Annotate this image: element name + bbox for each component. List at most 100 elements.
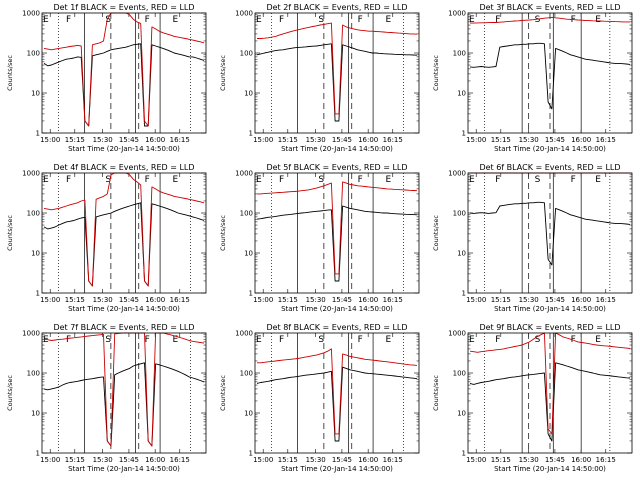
x-tick-label: 16:00: [358, 456, 378, 464]
x-tick-label: 15:00: [253, 296, 273, 304]
y-tick-label: 100: [27, 50, 40, 58]
plot-title: Det 4f BLACK = Events, RED = LLD: [53, 163, 194, 172]
y-tick-label: 1000: [22, 330, 40, 338]
detector-plot-2: Det 2f BLACK = Events, RED = LLD Counts/s…: [219, 3, 420, 153]
y-axis-label: Counts/sec: [219, 375, 227, 411]
region-label: E: [595, 335, 601, 345]
x-tick-label: 16:15: [383, 296, 403, 304]
series-line-lld: [43, 332, 205, 447]
x-tick-label: 15:15: [491, 456, 511, 464]
series-line-events: [43, 362, 205, 447]
series-line-events: [43, 202, 205, 287]
region-label: F: [279, 335, 284, 345]
y-tick-label: 1: [36, 450, 40, 458]
region-label: F: [495, 15, 500, 25]
x-tick-label: 15:45: [545, 296, 565, 304]
series-line-events: [256, 205, 418, 282]
y-tick-label: 100: [453, 50, 466, 58]
plot-frame: [41, 172, 207, 294]
x-tick-label: 15:00: [40, 456, 60, 464]
region-label: F: [145, 15, 150, 25]
detector-plot-1: Det 1f BLACK = Events, RED = LLD Counts/s…: [6, 3, 207, 153]
y-axis-label: Counts/sec: [432, 55, 440, 91]
x-axis-label: Start Time (20-Jan-14 14:50:00): [68, 465, 180, 473]
y-axis-label: Counts/sec: [6, 375, 14, 411]
x-tick-label: 16:15: [170, 456, 190, 464]
region-label: E: [469, 15, 475, 25]
y-tick-label: 10: [457, 90, 466, 98]
x-tick-label: 16:00: [145, 456, 165, 464]
y-tick-label: 1: [249, 290, 253, 298]
x-tick-label: 16:00: [145, 136, 165, 144]
y-tick-label: 1000: [448, 330, 466, 338]
series-line-events: [256, 366, 418, 442]
y-axis-label: Counts/sec: [6, 55, 14, 91]
y-tick-label: 100: [240, 210, 253, 218]
region-label: E: [386, 15, 392, 25]
region-label: F: [358, 335, 363, 345]
detector-plot-6: Det 6f BLACK = Events, RED = LLD Counts/s…: [432, 163, 633, 313]
region-label: E: [256, 175, 262, 185]
detector-plot-9: Det 9f BLACK = Events, RED = LLD Counts/s…: [432, 323, 633, 473]
region-label: E: [595, 15, 601, 25]
y-tick-label: 10: [457, 250, 466, 258]
x-axis-label: Start Time (20-Jan-14 14:50:00): [281, 465, 393, 473]
x-tick-label: 15:00: [466, 296, 486, 304]
region-label: E: [43, 335, 49, 345]
region-label: S: [535, 15, 541, 25]
x-tick-label: 15:15: [65, 456, 85, 464]
x-tick-label: 15:15: [491, 136, 511, 144]
plot-title: Det 7f BLACK = Events, RED = LLD: [53, 323, 194, 332]
y-tick-label: 1000: [235, 10, 253, 18]
series-line-lld: [257, 348, 418, 435]
region-label: S: [105, 15, 111, 25]
x-tick-label: 15:00: [253, 456, 273, 464]
series-line-lld: [257, 22, 418, 115]
x-tick-label: 15:00: [253, 136, 273, 144]
y-tick-label: 100: [240, 370, 253, 378]
x-tick-label: 15:45: [545, 456, 565, 464]
x-tick-label: 16:15: [383, 456, 403, 464]
series-line-lld: [257, 181, 418, 275]
x-tick-label: 15:30: [306, 296, 326, 304]
x-axis-label: Start Time (20-Jan-14 14:50:00): [281, 145, 393, 153]
x-tick-label: 15:30: [93, 136, 113, 144]
series-line-events: [469, 201, 631, 266]
x-tick-label: 15:00: [466, 136, 486, 144]
plot-frame: [41, 12, 207, 134]
region-label: S: [318, 175, 324, 185]
x-tick-label: 15:15: [278, 136, 298, 144]
y-axis-label: Counts/sec: [6, 215, 14, 251]
y-tick-label: 1: [36, 290, 40, 298]
plot-frame: [467, 332, 633, 454]
detector-plot-8: Det 8f BLACK = Events, RED = LLD Counts/s…: [219, 323, 420, 473]
region-label: F: [279, 175, 284, 185]
y-tick-label: 1000: [448, 170, 466, 178]
x-tick-label: 15:00: [40, 296, 60, 304]
plot-frame: [467, 12, 633, 134]
region-label: F: [66, 335, 71, 345]
plot-frame: [254, 332, 420, 454]
detector-plot-5: Det 5f BLACK = Events, RED = LLD Counts/s…: [219, 163, 420, 313]
region-label: E: [595, 175, 601, 185]
x-tick-label: 15:45: [332, 296, 352, 304]
region-label: E: [469, 335, 475, 345]
series-line-lld: [469, 332, 631, 435]
x-axis-label: Start Time (20-Jan-14 14:50:00): [68, 145, 180, 153]
region-label: E: [386, 335, 392, 345]
x-tick-label: 15:00: [466, 456, 486, 464]
x-tick-label: 15:30: [519, 456, 539, 464]
x-tick-label: 15:15: [278, 456, 298, 464]
detector-plot-7: Det 7f BLACK = Events, RED = LLD Counts/s…: [6, 323, 207, 473]
x-tick-label: 16:15: [596, 136, 616, 144]
x-tick-label: 16:15: [383, 136, 403, 144]
x-axis-label: Start Time (20-Jan-14 14:50:00): [68, 305, 180, 313]
y-tick-label: 1: [249, 130, 253, 138]
region-label: E: [386, 175, 392, 185]
region-label: E: [256, 335, 262, 345]
y-tick-label: 100: [27, 210, 40, 218]
y-tick-label: 100: [453, 370, 466, 378]
region-label: E: [173, 15, 179, 25]
region-label: F: [66, 175, 71, 185]
